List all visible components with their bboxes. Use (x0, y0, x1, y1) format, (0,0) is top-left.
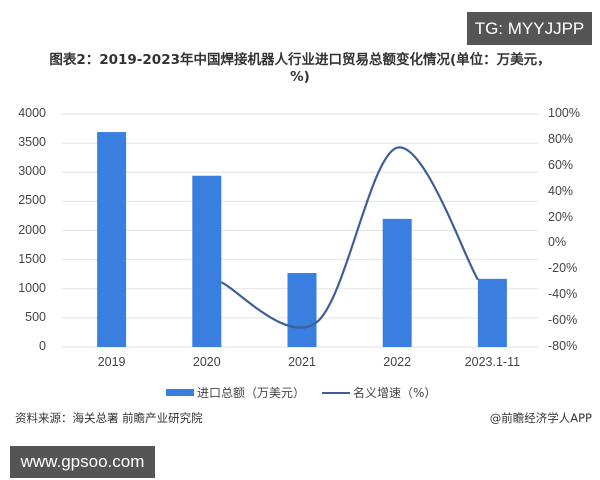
legend-item-import-total: 进口总额（万美元） (166, 384, 305, 401)
legend-label: 名义增速（%） (353, 386, 437, 400)
right-axis-tick-label: 100% (548, 106, 580, 120)
left-axis-tick-label: 3000 (18, 164, 46, 179)
left-axis-tick-label: 3500 (18, 135, 46, 150)
right-axis-tick-label: -80% (548, 339, 578, 353)
left-axis-tick-label: 1500 (18, 251, 46, 266)
right-axis-tick-label: 0% (548, 235, 567, 250)
right-axis-tick-label: 60% (548, 157, 574, 172)
www-watermark-badge: www.gpsoo.com (10, 446, 155, 478)
bar-2020 (192, 175, 222, 347)
x-axis-tick-label: 2020 (192, 355, 221, 369)
bar-2022 (382, 218, 412, 347)
legend-label: 进口总额（万美元） (197, 386, 306, 400)
bar-2019 (97, 132, 127, 347)
left-axis-tick-label: 0 (39, 339, 46, 353)
line-swatch-icon (322, 391, 350, 394)
x-axis-tick-label: 2021 (288, 355, 316, 369)
bar-2021 (287, 273, 317, 347)
x-axis-tick-label: 2023.1-11 (464, 355, 521, 369)
credit-note: @前瞻经济学人APP (489, 411, 592, 425)
left-axis-tick-label: 4000 (18, 106, 46, 120)
bar-swatch-icon (166, 389, 194, 396)
right-axis-tick-label: 80% (548, 131, 574, 146)
x-axis-tick-label: 2022 (383, 355, 412, 369)
right-axis-tick-label: -20% (548, 261, 578, 276)
left-axis-tick-label: 1000 (18, 280, 46, 295)
right-axis-tick-label: -40% (548, 287, 578, 302)
bar-2023.1-11 (477, 278, 507, 347)
right-axis-tick-label: -60% (548, 313, 578, 328)
legend-item-growth-rate: 名义增速（%） (322, 384, 436, 401)
x-axis-tick-label: 2019 (97, 355, 126, 369)
right-axis-tick-label: 40% (548, 183, 574, 198)
left-axis-tick-label: 2500 (18, 193, 46, 208)
data-source-note: 资料来源：海关总署 前瞻产业研究院 (15, 411, 203, 425)
left-axis-tick-label: 2000 (18, 222, 46, 237)
tg-watermark-badge: TG: MYYJJPP (467, 12, 592, 45)
chart-title: 图表2：2019-2023年中国焊接机器人行业进口贸易总额变化情况(单位：万美元… (49, 52, 551, 85)
right-axis-tick-label: 20% (548, 209, 574, 224)
left-axis-tick-label: 500 (25, 309, 46, 324)
growth-rate-line (220, 146, 479, 329)
chart-legend: 进口总额（万美元） 名义增速（%） (0, 384, 600, 402)
